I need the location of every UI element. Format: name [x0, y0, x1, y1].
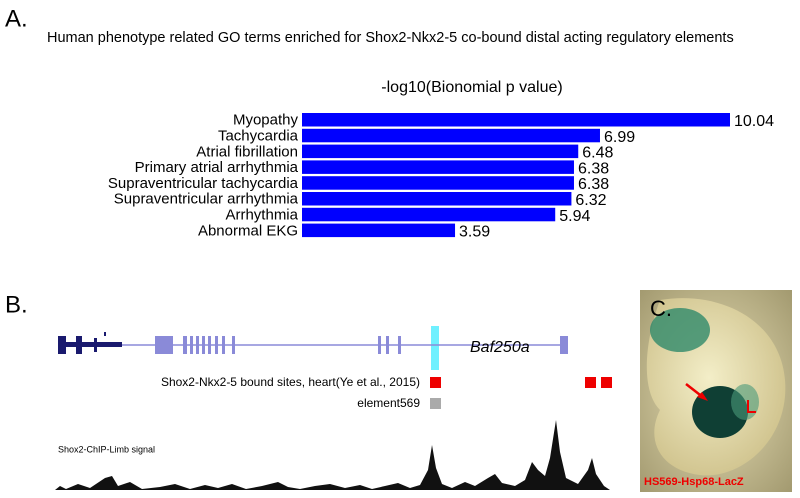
photo-caption: HS569-Hsp68-LacZ — [644, 476, 744, 488]
bar — [302, 192, 572, 206]
track-label: element569 — [357, 396, 420, 410]
bar — [302, 113, 730, 127]
chart-title: Human phenotype related GO terms enriche… — [47, 30, 734, 46]
bar — [302, 176, 574, 190]
marker — [747, 400, 756, 413]
data-label: 6.48 — [582, 145, 613, 162]
bar — [302, 144, 579, 159]
bar — [302, 223, 456, 238]
arrow-head — [697, 392, 708, 401]
data-label: 6.32 — [575, 192, 606, 209]
y-tick-label: Supraventricular tachycardia — [108, 175, 299, 192]
exons — [155, 336, 568, 354]
x-axis-title: -log10(Bionomial p value) — [381, 79, 562, 96]
data-label: 6.38 — [578, 160, 609, 177]
stain — [731, 384, 759, 420]
data-label: 6.38 — [578, 176, 609, 193]
bar — [302, 160, 574, 174]
y-tick-label: Supraventricular arrhythmia — [114, 191, 299, 208]
track-label: Shox2-Nkx2-5 bound sites, heart(Ye et al… — [161, 375, 420, 389]
highlight — [431, 326, 439, 370]
y-tick-label: Tachycardia — [218, 128, 299, 145]
data-label: 3.59 — [459, 224, 490, 241]
stain — [650, 308, 710, 352]
y-tick-label: Myopathy — [233, 112, 299, 129]
gene-name: Baf250a — [470, 339, 530, 356]
data-label: 6.99 — [604, 129, 635, 146]
element — [430, 398, 441, 409]
signal-track — [55, 420, 610, 490]
site — [430, 377, 441, 388]
y-tick-label: Arrhythmia — [225, 207, 298, 224]
y-tick-label: Atrial fibrillation — [196, 143, 298, 160]
title-box: Human phenotype related GO terms enriche… — [47, 30, 734, 46]
signal-label: Shox2-ChIP-Limb signal — [58, 444, 155, 454]
y-tick-label: Abnormal EKG — [198, 222, 298, 239]
panel-label: A. — [5, 5, 28, 32]
panel-label: C. — [650, 296, 672, 321]
site — [585, 377, 596, 388]
bar — [302, 128, 600, 143]
data-label: 10.04 — [734, 113, 774, 130]
bar — [302, 207, 556, 222]
data-label: 5.94 — [559, 208, 590, 225]
site — [601, 377, 612, 388]
y-tick-label: Primary atrial arrhythmia — [135, 159, 299, 176]
panel-label: B. — [5, 291, 28, 318]
exons-dark — [58, 332, 122, 354]
